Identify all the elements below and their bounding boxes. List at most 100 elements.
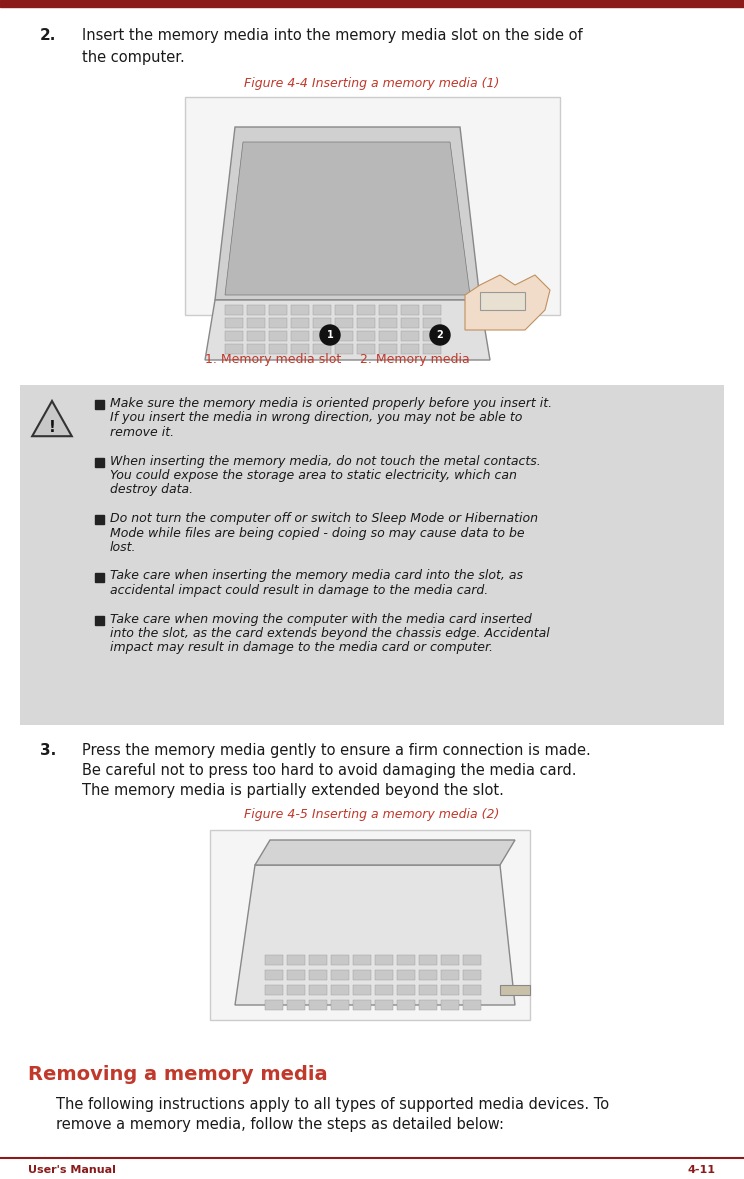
Polygon shape <box>32 401 72 436</box>
Circle shape <box>430 325 450 345</box>
Text: Mode while files are being copied - doing so may cause data to be: Mode while files are being copied - doin… <box>110 527 525 540</box>
Bar <box>313 344 331 354</box>
Text: 2.: 2. <box>40 28 57 42</box>
Bar <box>185 97 560 315</box>
Bar <box>335 344 353 354</box>
Polygon shape <box>205 299 490 360</box>
Text: remove a memory media, follow the steps as detailed below:: remove a memory media, follow the steps … <box>56 1117 504 1132</box>
Text: 1. Memory media slot: 1. Memory media slot <box>205 353 341 365</box>
Bar <box>463 984 481 995</box>
Bar <box>480 292 525 310</box>
Text: 1: 1 <box>327 330 333 340</box>
Bar <box>269 318 287 328</box>
Bar <box>401 305 419 315</box>
Text: The memory media is partially extended beyond the slot.: The memory media is partially extended b… <box>82 783 504 798</box>
Bar <box>379 344 397 354</box>
Bar <box>463 970 481 980</box>
Bar <box>309 970 327 980</box>
Bar <box>353 984 371 995</box>
Bar <box>397 970 415 980</box>
Bar <box>287 1000 305 1010</box>
Polygon shape <box>215 127 480 299</box>
Bar <box>441 984 459 995</box>
Text: remove it.: remove it. <box>110 426 174 439</box>
Bar <box>353 970 371 980</box>
Text: 2. Memory media: 2. Memory media <box>360 353 469 365</box>
Text: Make sure the memory media is oriented properly before you insert it.: Make sure the memory media is oriented p… <box>110 397 552 410</box>
Text: Take care when moving the computer with the media card inserted: Take care when moving the computer with … <box>110 613 532 626</box>
Bar <box>353 955 371 964</box>
Bar <box>331 984 349 995</box>
Bar <box>313 318 331 328</box>
Text: Take care when inserting the memory media card into the slot, as: Take care when inserting the memory medi… <box>110 569 523 582</box>
Text: into the slot, as the card extends beyond the chassis edge. Accidental: into the slot, as the card extends beyon… <box>110 627 550 640</box>
Bar <box>247 305 265 315</box>
Bar <box>335 331 353 341</box>
Bar <box>353 1000 371 1010</box>
Bar <box>0 0 744 7</box>
Bar <box>313 331 331 341</box>
Bar <box>331 1000 349 1010</box>
Bar <box>379 305 397 315</box>
Text: Do not turn the computer off or switch to Sleep Mode or Hibernation: Do not turn the computer off or switch t… <box>110 512 538 525</box>
Bar <box>463 1000 481 1010</box>
Text: Removing a memory media: Removing a memory media <box>28 1065 327 1084</box>
Bar <box>357 318 375 328</box>
Bar <box>357 305 375 315</box>
Bar <box>291 318 309 328</box>
Bar <box>331 955 349 964</box>
Bar <box>500 984 530 995</box>
Bar <box>225 318 243 328</box>
Bar <box>269 344 287 354</box>
Text: You could expose the storage area to static electricity, which can: You could expose the storage area to sta… <box>110 469 517 482</box>
Bar <box>287 955 305 964</box>
Bar <box>397 955 415 964</box>
Bar <box>335 318 353 328</box>
Text: Figure 4-4 Inserting a memory media (1): Figure 4-4 Inserting a memory media (1) <box>244 77 500 90</box>
Bar <box>20 386 724 725</box>
Bar <box>419 970 437 980</box>
Bar <box>441 970 459 980</box>
Bar <box>401 318 419 328</box>
Bar <box>423 344 441 354</box>
Text: Be careful not to press too hard to avoid damaging the media card.: Be careful not to press too hard to avoi… <box>82 763 577 778</box>
Bar <box>379 331 397 341</box>
Polygon shape <box>255 839 515 865</box>
Bar <box>397 1000 415 1010</box>
Bar <box>401 344 419 354</box>
Text: accidental impact could result in damage to the media card.: accidental impact could result in damage… <box>110 584 488 597</box>
Bar <box>269 305 287 315</box>
Bar <box>401 331 419 341</box>
Bar <box>95 515 104 523</box>
Text: the computer.: the computer. <box>82 50 185 65</box>
Bar <box>287 970 305 980</box>
Bar <box>287 984 305 995</box>
Bar <box>375 970 393 980</box>
Circle shape <box>320 325 340 345</box>
Bar <box>309 955 327 964</box>
Bar <box>265 970 283 980</box>
Bar <box>419 984 437 995</box>
Bar <box>269 331 287 341</box>
Bar <box>419 1000 437 1010</box>
Bar <box>95 400 104 409</box>
Bar <box>291 344 309 354</box>
Text: 4-11: 4-11 <box>688 1165 716 1175</box>
Bar <box>357 331 375 341</box>
Bar <box>423 305 441 315</box>
Bar <box>441 1000 459 1010</box>
Bar <box>379 318 397 328</box>
Text: Figure 4-5 Inserting a memory media (2): Figure 4-5 Inserting a memory media (2) <box>244 808 500 821</box>
Text: lost.: lost. <box>110 541 136 554</box>
Bar <box>225 344 243 354</box>
Text: destroy data.: destroy data. <box>110 483 193 496</box>
Bar <box>291 331 309 341</box>
Bar <box>419 955 437 964</box>
Bar <box>375 984 393 995</box>
Bar <box>265 984 283 995</box>
Text: Insert the memory media into the memory media slot on the side of: Insert the memory media into the memory … <box>82 28 583 42</box>
Text: 2: 2 <box>437 330 443 340</box>
Bar <box>247 344 265 354</box>
Bar <box>309 1000 327 1010</box>
Bar <box>95 615 104 625</box>
